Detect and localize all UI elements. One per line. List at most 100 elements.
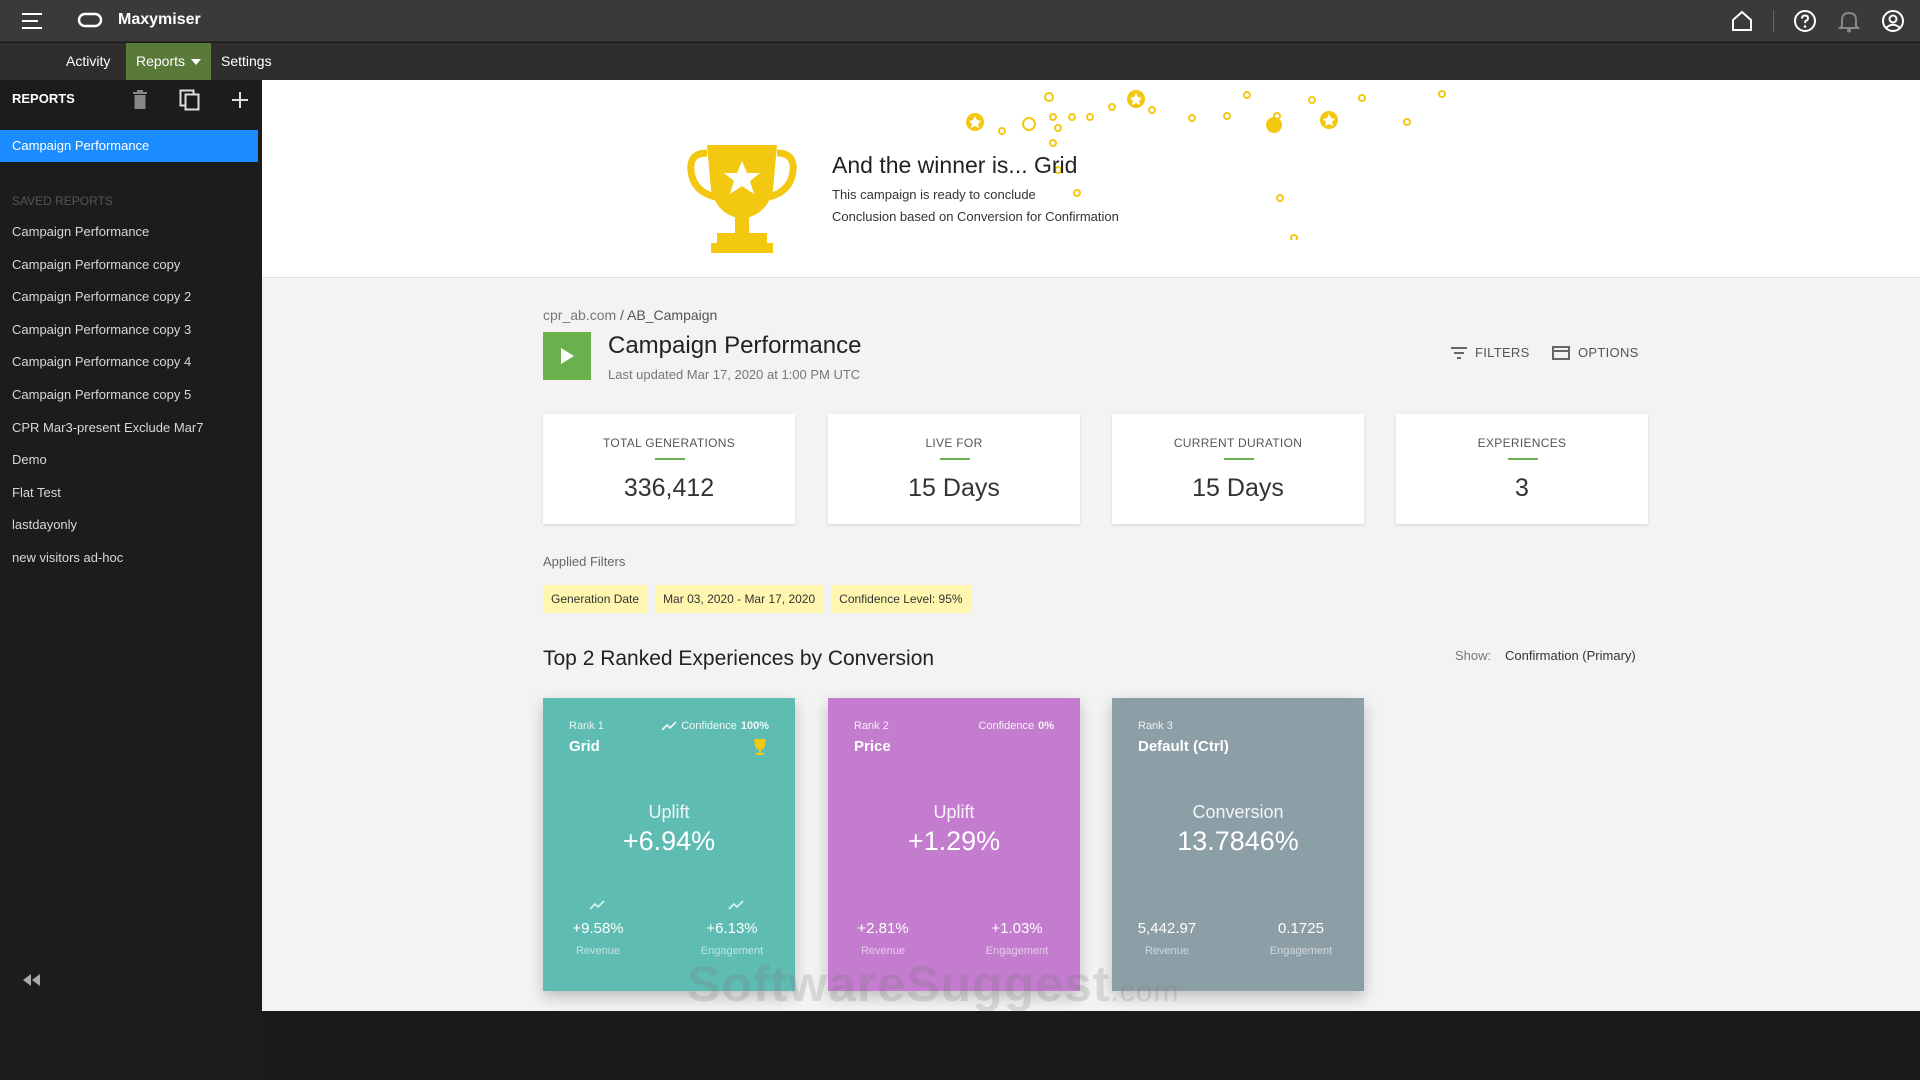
copy-icon[interactable]: [178, 88, 202, 112]
sidebar-item[interactable]: CPR Mar3-present Exclude Mar7: [12, 419, 204, 435]
trend-up-icon: [728, 900, 744, 910]
trophy-icon: [754, 739, 766, 755]
engagement-label: Engagement: [700, 945, 764, 957]
oracle-logo-icon: [77, 12, 103, 33]
metric-value: +6.94%: [622, 826, 716, 856]
sidebar-item[interactable]: Campaign Performance copy 4: [12, 354, 192, 370]
stat-value: 15 Days: [908, 474, 1000, 502]
engagement-metric: 0.1725 Engagement: [1246, 920, 1356, 957]
watermark-suffix: .com: [1110, 975, 1180, 1008]
campaign-play-button[interactable]: [543, 332, 591, 380]
sidebar-item[interactable]: Campaign Performance copy: [12, 256, 181, 272]
sidebar-item[interactable]: Flat Test: [12, 484, 61, 500]
stat-value: 15 Days: [1192, 474, 1284, 502]
breadcrumb-campaign: AB_Campaign: [627, 307, 718, 323]
filters-button[interactable]: FILTERS: [1451, 345, 1530, 360]
experience-name: Price: [854, 738, 891, 755]
engagement-value: +6.13%: [706, 920, 758, 937]
engagement-label: Engagement: [985, 945, 1049, 957]
sidebar-tools: [128, 88, 252, 112]
nav-reports[interactable]: Reports: [126, 43, 212, 80]
divider: [1773, 10, 1774, 32]
confidence-label: Confidence: [681, 720, 737, 732]
experience-card-rank-3[interactable]: Rank 3 Default (Ctrl) Conversion 13.7846…: [1112, 698, 1364, 991]
stat-label: LIVE FOR: [925, 436, 983, 450]
sidebar-item[interactable]: Campaign Performance copy 5: [12, 386, 192, 402]
revenue-metric: +2.81% Revenue: [828, 920, 938, 957]
rank-label: Rank 3: [1138, 720, 1173, 732]
stat-label: EXPERIENCES: [1477, 436, 1567, 450]
notification-bell-icon[interactable]: [1836, 8, 1862, 34]
saved-reports-list: Campaign Performance Campaign Performanc…: [0, 222, 260, 581]
stat-card-live-for: LIVE FOR 15 Days: [828, 414, 1080, 524]
trend-up-icon: [661, 721, 677, 731]
sidebar-item[interactable]: new visitors ad-hoc: [12, 549, 124, 565]
stat-label: TOTAL GENERATIONS: [602, 436, 735, 450]
confetti-decoration: [966, 90, 1446, 240]
sidebar-item[interactable]: Campaign Performance copy 2: [12, 289, 192, 305]
filter-chip[interactable]: Generation Date: [543, 585, 648, 613]
app-title: Maxymiser: [118, 11, 201, 28]
collapse-sidebar-icon[interactable]: [20, 972, 44, 993]
page-title: Campaign Performance: [608, 332, 862, 359]
filter-chip[interactable]: Mar 03, 2020 - Mar 17, 2020: [655, 585, 824, 613]
trash-icon[interactable]: [128, 88, 152, 112]
filters-label: FILTERS: [1475, 345, 1530, 360]
experience-card-rank-1[interactable]: Rank 1 Grid Confidence 100% Uplift +6.94…: [543, 698, 795, 991]
stat-value: 3: [1515, 474, 1529, 502]
revenue-label: Revenue: [860, 945, 906, 957]
metric-label: Conversion: [1192, 802, 1284, 822]
breadcrumb: cpr_ab.com / AB_Campaign: [543, 307, 717, 323]
winner-banner: And the winner is... Grid This campaign …: [262, 80, 1920, 278]
sidebar-item-active[interactable]: Campaign Performance: [0, 130, 258, 162]
confidence-indicator: Confidence 100%: [661, 720, 769, 732]
sidebar: REPORTS Campaign Performance SAVED REPOR…: [0, 80, 262, 1080]
sidebar-item[interactable]: lastdayonly: [12, 517, 78, 533]
confidence-indicator: Confidence 0%: [978, 720, 1054, 732]
revenue-metric: +9.58% Revenue: [543, 920, 653, 957]
nav-reports-label: Reports: [136, 53, 186, 69]
metric-label: Uplift: [933, 802, 975, 822]
play-icon: [561, 348, 574, 364]
confidence-value: 0%: [1038, 720, 1054, 732]
help-icon[interactable]: [1792, 8, 1818, 34]
sidebar-item[interactable]: Campaign Performance: [12, 224, 150, 239]
options-button[interactable]: OPTIONS: [1552, 345, 1639, 360]
goal-selector[interactable]: Confirmation (Primary): [1505, 648, 1636, 663]
nav-settings[interactable]: Settings: [221, 53, 272, 69]
engagement-value: 0.1725: [1278, 920, 1324, 937]
sidebar-item[interactable]: Demo: [12, 452, 47, 468]
watermark-main: SoftwareSuggest: [687, 956, 1111, 1012]
revenue-value: +9.58%: [572, 920, 624, 937]
stat-divider: [655, 458, 685, 460]
show-label: Show:: [1455, 648, 1492, 663]
saved-reports-label: SAVED REPORTS: [12, 194, 113, 208]
revenue-label: Revenue: [575, 945, 621, 957]
hamburger-menu-icon[interactable]: [18, 10, 48, 32]
winner-conclusion-note: Conclusion based on Conversion for Confi…: [832, 209, 1119, 224]
revenue-value: +2.81%: [857, 920, 909, 937]
main-content: And the winner is... Grid This campaign …: [262, 80, 1920, 1011]
top-right-icons: [1729, 8, 1906, 34]
filter-chips: Generation Date Mar 03, 2020 - Mar 17, 2…: [543, 585, 971, 613]
sidebar-item[interactable]: Campaign Performance copy 3: [12, 321, 192, 337]
experience-name: Grid: [569, 738, 600, 755]
experience-name: Default (Ctrl): [1138, 738, 1229, 755]
filter-icon: [1451, 346, 1467, 359]
filter-chip[interactable]: Confidence Level: 95%: [831, 585, 971, 613]
stat-label: CURRENT DURATION: [1173, 436, 1303, 450]
engagement-metric: +6.13% Engagement: [677, 920, 787, 957]
add-icon[interactable]: [228, 88, 252, 112]
engagement-label: Engagement: [1269, 945, 1333, 957]
nav-activity[interactable]: Activity: [66, 53, 111, 69]
user-account-icon[interactable]: [1880, 8, 1906, 34]
breadcrumb-separator: /: [620, 307, 624, 323]
breadcrumb-site-link[interactable]: cpr_ab.com: [543, 307, 617, 323]
engagement-value: +1.03%: [991, 920, 1043, 937]
stat-card-current-duration: CURRENT DURATION 15 Days: [1112, 414, 1364, 524]
revenue-label: Revenue: [1144, 945, 1190, 957]
home-icon[interactable]: [1729, 8, 1755, 34]
metric-label: Uplift: [648, 802, 690, 822]
experience-card-rank-2[interactable]: Rank 2 Price Confidence 0% Uplift +1.29%…: [828, 698, 1080, 991]
sidebar-header: REPORTS: [12, 91, 75, 106]
